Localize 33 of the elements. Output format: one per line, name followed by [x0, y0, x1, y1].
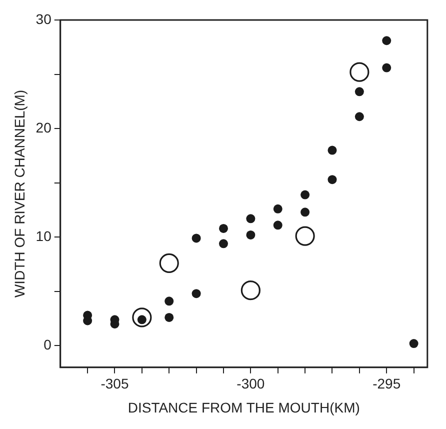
- point: [328, 146, 337, 155]
- point: [132, 308, 152, 328]
- point: [300, 190, 310, 200]
- x-axis-title: DISTANCE FROM THE MOUTH(KM): [128, 399, 360, 416]
- x-tick-label: -305: [100, 376, 129, 392]
- point: [159, 253, 179, 273]
- point: [273, 220, 282, 230]
- y-tick-label: 30: [36, 10, 52, 27]
- y-tick-label: 0: [44, 336, 52, 353]
- y-axis-title: WIDTH OF RIVER CHANNEL(M): [11, 90, 28, 298]
- y-tick-label: 10: [36, 228, 52, 244]
- point: [273, 204, 282, 214]
- point: [164, 296, 174, 306]
- point: [382, 36, 392, 46]
- point: [295, 226, 315, 246]
- x-tick-label: -300: [236, 376, 265, 392]
- point: [354, 87, 364, 96]
- point: [218, 224, 228, 233]
- point: [192, 289, 201, 298]
- point: [192, 234, 201, 243]
- point: [218, 239, 228, 248]
- point: [409, 339, 418, 348]
- point: [164, 312, 174, 322]
- point: [354, 112, 364, 122]
- point: [382, 63, 392, 72]
- y-tick-label: 20: [36, 119, 52, 136]
- point: [300, 208, 310, 217]
- point: [246, 230, 256, 240]
- x-tick-label: -295: [372, 376, 401, 392]
- point: [350, 62, 370, 82]
- point: [328, 175, 337, 184]
- point: [240, 280, 260, 300]
- point: [246, 214, 256, 224]
